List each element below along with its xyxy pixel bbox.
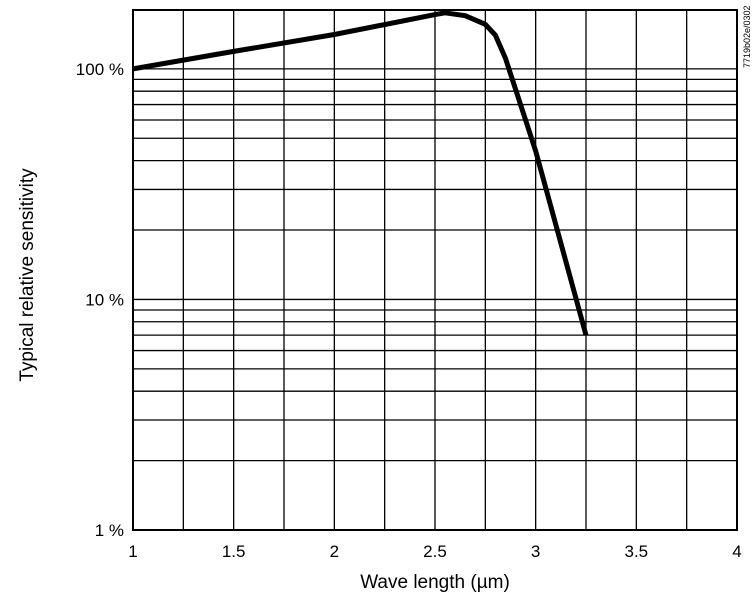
x-tick-label: 2 <box>330 542 339 561</box>
y-tick-label: 10 % <box>85 290 124 309</box>
sensitivity-curve <box>132 10 589 336</box>
x-tick-label: 2.5 <box>423 542 447 561</box>
x-tick-label: 4 <box>732 542 741 561</box>
x-tick-label: 1.5 <box>222 542 246 561</box>
y-tick-label: 1 % <box>95 521 124 540</box>
series-layer <box>132 10 589 336</box>
x-axis-label: Wave length (µm) <box>360 572 510 593</box>
grid-lines <box>133 10 737 530</box>
y-axis-label: Typical relative sensitivity <box>17 168 38 382</box>
x-tick-label: 3 <box>531 542 540 561</box>
figure-code: 7719b02e/0302 <box>742 5 752 68</box>
y-tick-label: 100 % <box>76 60 124 79</box>
tick-labels: 1 1.5 2 2.5 3 3.5 4 1 % 10 % 100 % <box>76 60 742 561</box>
x-tick-label: 3.5 <box>625 542 649 561</box>
x-tick-label: 1 <box>128 542 137 561</box>
plot-frame <box>132 9 738 531</box>
